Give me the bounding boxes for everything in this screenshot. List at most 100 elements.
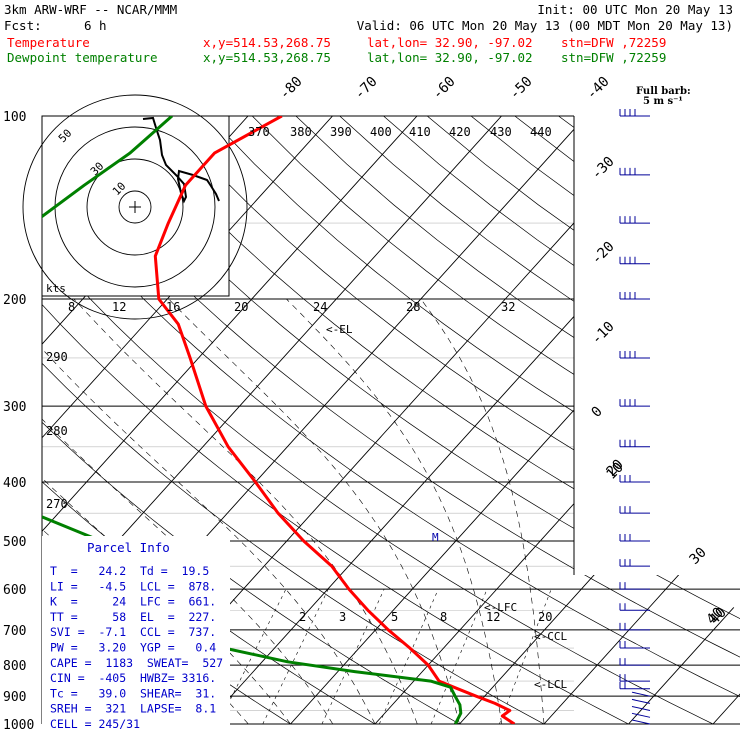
isotherm-line (42, 116, 418, 724)
dry-adiabat-line (251, 116, 740, 724)
dry-adiabat-line (164, 116, 740, 724)
mixing-ratio-label: 3 (339, 610, 346, 624)
wind-barb (631, 712, 651, 718)
mixing-ratio-label: 16 (166, 300, 180, 314)
temperature-station: stn=DFW ,72259 (561, 35, 666, 50)
wind-barb (619, 506, 650, 514)
parcel-info-row: SREH = 321 LAPSE= 8.1 (50, 702, 216, 716)
dry-adiabat-line (645, 116, 740, 724)
dry-adiabat-line (42, 116, 545, 724)
dewpoint-xy: x,y=514.53,268.75 (203, 50, 331, 65)
theta-left-label: 290 (46, 350, 68, 364)
parcel-level-label: <-LFC (484, 601, 517, 614)
dry-adiabat-line (689, 116, 740, 724)
parcel-level-label: M (432, 531, 439, 544)
parcel-info-row: PW = 3.20 YGP = 0.4 (50, 641, 216, 655)
mixing-ratio-line (379, 588, 439, 724)
isotherm-top-label: -50 (507, 74, 536, 103)
mixing-ratio-line (430, 589, 488, 724)
mixing-ratio-label: 2 (299, 610, 306, 624)
mixing-ratio-label: 5 (391, 610, 398, 624)
isotherm-side-label: -20 (589, 239, 618, 268)
pressure-tick-label: 800 (3, 659, 26, 674)
wind-barb-staff (631, 705, 651, 711)
model-title: 3km ARW-WRF -- NCAR/MMM (4, 2, 177, 17)
dewpoint-legend: Dewpoint temperature (7, 50, 158, 65)
dry-adiabat-line (558, 116, 740, 724)
wind-barb (631, 719, 651, 725)
wind-barb (619, 641, 650, 649)
pressure-tick-label: 1000 (3, 718, 34, 733)
temperature-xy: x,y=514.53,268.75 (203, 35, 331, 50)
valid-time: Valid: 06 UTC Mon 20 May 13 (00 MDT Mon … (357, 18, 733, 33)
parcel-info-row: CAPE = 1183 SWEAT= 527 (50, 656, 223, 670)
isotherm-side-label: -10 (589, 319, 618, 348)
parcel-info-row: SVI = -7.1 CCL = 737. (50, 625, 216, 639)
pressure-tick-label: 400 (3, 476, 26, 491)
hodograph-units-label: kts (46, 282, 66, 295)
pressure-tick-label: 500 (3, 535, 26, 550)
wind-barb (619, 216, 650, 224)
dry-adiabat-line (42, 116, 740, 724)
isotherm-top-label: -80 (277, 74, 306, 103)
isotherm-line (205, 116, 740, 724)
wind-barb (619, 681, 650, 690)
parcel-level-label: <-CCL (534, 630, 567, 643)
dry-adiabat-line (470, 116, 740, 724)
isotherm-top-label: -40 (584, 74, 613, 103)
parcel-info-row: Tc = 39.0 SHEAR= 31. (50, 686, 216, 700)
mixing-ratio-label: 12 (112, 300, 126, 314)
dry-adiabat-line (602, 116, 740, 724)
hodograph-ring (22, 94, 248, 320)
wind-barb-column (619, 109, 651, 725)
mixing-ratio-label: 28 (406, 300, 420, 314)
temperature-legend: Temperature (7, 35, 90, 50)
wind-barb (619, 622, 650, 631)
theta-label: 430 (490, 125, 512, 139)
hodograph-ring (86, 158, 184, 256)
pressure-tick-label: 700 (3, 624, 26, 639)
wind-barb (631, 698, 651, 704)
wind-barb (619, 439, 650, 448)
isotherm-side-label: 40 (704, 605, 727, 628)
dry-adiabat-line (42, 116, 740, 724)
parcel-info-title: Parcel Info (87, 540, 170, 555)
mixing-ratio-line (499, 589, 552, 724)
wind-barb-staff (631, 712, 651, 718)
dewpoint-latlon: lat,lon= 32.90, -97.02 (367, 50, 533, 65)
wind-barb (619, 109, 650, 117)
parcel-info-row: LI = -4.5 LCL = 878. (50, 579, 216, 593)
isotherm-line (712, 116, 740, 724)
isotherm-line (543, 116, 740, 724)
parcel-info-rows: T = 24.2 Td = 19.5LI = -4.5 LCL = 878. K … (50, 564, 223, 731)
dry-adiabat-line (733, 116, 740, 724)
isotherm-top-label: -60 (430, 74, 459, 103)
forecast-label: Fcst: (4, 18, 42, 33)
pressure-tick-label: 200 (3, 293, 26, 308)
temperature-latlon: lat,lon= 32.90, -97.02 (367, 35, 533, 50)
isotherm-line (42, 116, 333, 724)
parcel-level-label: <-LCL (534, 678, 567, 691)
isotherm-side-label: 30 (687, 545, 710, 568)
mixing-ratio-label: 32 (501, 300, 515, 314)
wind-barb (619, 533, 650, 542)
wind-barb (619, 475, 650, 483)
dewpoint-station: stn=DFW ,72259 (561, 50, 666, 65)
parcel-info-row: TT = 58 EL = 227. (50, 610, 216, 624)
pressure-tick-label: 900 (3, 690, 26, 705)
isotherm-line (290, 116, 740, 724)
dry-adiabat-line (208, 116, 740, 724)
hodograph-trace (142, 116, 220, 204)
moist-adiabat-line (168, 298, 460, 724)
theta-label: 420 (449, 125, 471, 139)
theta-left-label: 270 (46, 497, 68, 511)
forecast-hour: 6 h (84, 18, 107, 33)
theta-label: 390 (330, 125, 352, 139)
full-barb-legend: Full barb: (636, 86, 691, 97)
theta-label: 370 (248, 125, 270, 139)
temperature-trace (153, 116, 516, 724)
mixing-ratio-label: 8 (68, 300, 75, 314)
wind-barb (619, 559, 650, 567)
moist-adiabat-line (42, 298, 291, 724)
